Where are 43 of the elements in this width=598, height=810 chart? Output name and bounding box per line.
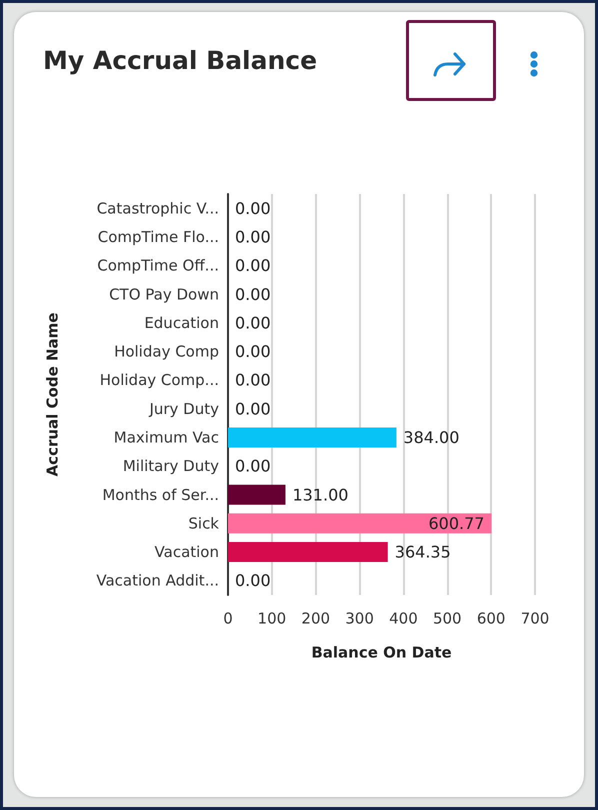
data-label: 0.00: [235, 342, 271, 362]
y-tick-label: Holiday Comp...: [100, 371, 219, 390]
bar: [228, 513, 492, 534]
bar: [228, 484, 286, 505]
y-tick-label: Vacation: [154, 543, 219, 562]
y-tick-label: CompTime Flo...: [98, 228, 219, 246]
y-tick-label: Holiday Comp: [114, 342, 219, 361]
data-label: 0.00: [235, 399, 271, 418]
x-tick-label: 600: [476, 610, 506, 628]
x-axis-title: Balance On Date: [311, 644, 452, 662]
x-tick-label: 0: [223, 610, 233, 628]
bar: [228, 542, 388, 562]
data-label: 0.00: [235, 198, 271, 218]
y-tick-label: CTO Pay Down: [109, 285, 219, 304]
data-label: 0.00: [235, 456, 271, 476]
data-label: 0.00: [235, 227, 271, 246]
y-tick-label: Months of Ser...: [102, 486, 219, 504]
data-label: 0.00: [235, 284, 271, 304]
y-tick-label: Education: [144, 314, 219, 332]
x-tick-label: 200: [301, 610, 330, 628]
y-tick-label: Maximum Vac: [114, 428, 219, 446]
y-axis-title: Accrual Code Name: [44, 312, 62, 476]
data-label: 384.00: [403, 428, 460, 447]
x-tick-label: 700: [520, 610, 550, 628]
data-label: 600.77: [428, 514, 484, 533]
x-tick-label: 500: [432, 610, 462, 628]
y-tick-label: Jury Duty: [148, 400, 220, 418]
data-label: 131.00: [292, 485, 348, 504]
y-tick-label: Military Duty: [122, 457, 220, 476]
data-label: 0.00: [235, 370, 271, 390]
y-tick-label: CompTime Off...: [97, 256, 219, 275]
data-label: 0.00: [235, 571, 271, 590]
y-tick-label: Sick: [188, 514, 220, 532]
y-tick-label: Catastrophic V...: [96, 199, 219, 218]
data-label: 0.00: [235, 256, 271, 276]
bar: [228, 427, 396, 448]
x-tick-label: 300: [345, 610, 374, 628]
data-label: 364.35: [394, 542, 451, 562]
data-label: 0.00: [235, 313, 271, 332]
chart-title: My Accrual Balance: [43, 46, 318, 75]
x-tick-label: 100: [258, 610, 286, 628]
x-tick-label: 400: [389, 610, 418, 628]
y-tick-label: Vacation Addit...: [96, 572, 219, 590]
